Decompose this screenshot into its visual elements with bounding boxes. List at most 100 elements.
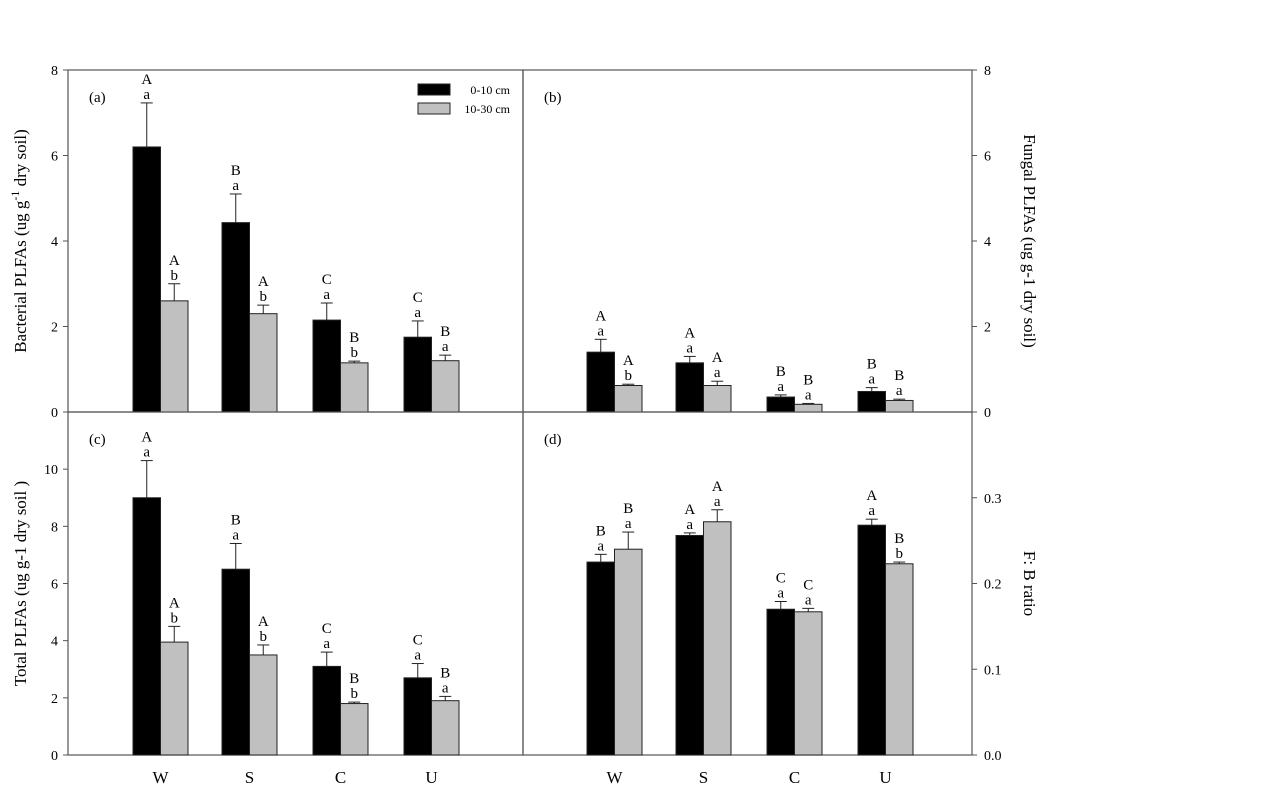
significance-lower: a bbox=[143, 87, 150, 103]
bar-W-0-10cm bbox=[132, 497, 161, 756]
bar-U-0-10cm bbox=[857, 524, 886, 756]
significance-lower: a bbox=[442, 339, 449, 355]
y-tick-label: 6 bbox=[984, 150, 991, 165]
significance-upper: B bbox=[231, 512, 241, 528]
y-tick-label: 2 bbox=[51, 692, 58, 707]
y-tick-label: 0 bbox=[51, 749, 58, 764]
significance-upper: C bbox=[803, 577, 813, 593]
bar-W-10-30cm bbox=[160, 641, 189, 756]
significance-upper: B bbox=[894, 368, 904, 384]
significance-upper: B bbox=[803, 372, 813, 388]
bar-C-10-30cm bbox=[340, 362, 369, 413]
panel-c: 0 2 4 6 8 10 (c) Total PLFAs (ug g-1 dry soil )… bbox=[11, 411, 524, 764]
bar-S-10-30cm bbox=[703, 384, 732, 413]
bar-S-0-10cm bbox=[675, 362, 704, 413]
x-tick-label: U bbox=[879, 768, 891, 787]
significance-lower: b bbox=[351, 686, 359, 702]
y-axis-label-part: dry soil) bbox=[11, 129, 30, 190]
x-tick-label: C bbox=[789, 768, 800, 787]
significance-lower: a bbox=[868, 372, 875, 388]
panel-label: (c) bbox=[89, 432, 106, 448]
bar-C-0-10cm bbox=[766, 608, 795, 756]
significance-upper: A bbox=[623, 353, 634, 369]
bar-C-10-30cm bbox=[794, 611, 823, 756]
y-tick-label: 4 bbox=[984, 235, 991, 250]
significance-upper: B bbox=[231, 163, 241, 179]
significance-lower: a bbox=[896, 383, 903, 399]
bar-C-0-10cm bbox=[312, 319, 341, 413]
bar-U-10-30cm bbox=[885, 563, 914, 756]
significance-upper: A bbox=[684, 325, 695, 341]
y-tick-label: 8 bbox=[51, 64, 58, 79]
y-axis-label: Fungal PLFAs (ug g-1 dry soil) bbox=[1020, 134, 1039, 348]
significance-lower: a bbox=[232, 178, 239, 194]
legend-label: 10-30 cm bbox=[464, 102, 510, 116]
bar-C-10-30cm bbox=[340, 703, 369, 756]
significance-upper: C bbox=[322, 272, 332, 288]
significance-upper: C bbox=[322, 621, 332, 637]
y-tick-label: 0.0 bbox=[984, 749, 1002, 764]
significance-upper: C bbox=[776, 571, 786, 587]
significance-upper: B bbox=[623, 501, 633, 517]
bar-U-10-30cm bbox=[885, 399, 914, 413]
significance-lower: a bbox=[323, 287, 330, 303]
bar-W-10-30cm bbox=[160, 300, 189, 413]
x-tick-label: C bbox=[335, 768, 346, 787]
significance-upper: A bbox=[169, 253, 180, 269]
y-axis-label-part: Fungal PLFAs (ug g-1 dry soil) bbox=[1020, 134, 1039, 348]
y-axis-label-part: Bacterial PLFAs (ug g bbox=[11, 200, 30, 353]
panel-label: (b) bbox=[544, 90, 562, 106]
significance-lower: a bbox=[777, 379, 784, 395]
bar-C-10-30cm bbox=[794, 403, 823, 413]
significance-lower: b bbox=[260, 629, 268, 645]
significance-lower: b bbox=[896, 546, 904, 562]
significance-upper: B bbox=[867, 357, 877, 373]
y-tick-label: 0.1 bbox=[984, 663, 1002, 678]
significance-upper: B bbox=[440, 324, 450, 340]
significance-upper: B bbox=[596, 523, 606, 539]
significance-upper: C bbox=[413, 290, 423, 306]
x-tick-label: W bbox=[606, 768, 623, 787]
significance-upper: B bbox=[349, 671, 359, 687]
bar-U-0-10cm bbox=[403, 677, 432, 756]
significance-lower: b bbox=[260, 289, 268, 305]
bar-W-10-30cm bbox=[614, 384, 643, 413]
panel-label: (d) bbox=[544, 432, 562, 448]
significance-lower: a bbox=[686, 517, 693, 533]
significance-lower: b bbox=[171, 268, 179, 284]
significance-upper: C bbox=[413, 633, 423, 649]
y-axis-label: Bacterial PLFAs (ug g-1 dry soil) bbox=[8, 129, 30, 353]
bar-U-0-10cm bbox=[403, 336, 432, 413]
y-tick-label: 8 bbox=[984, 64, 991, 79]
significance-upper: B bbox=[440, 665, 450, 681]
significance-lower: a bbox=[777, 586, 784, 602]
significance-upper: A bbox=[169, 595, 180, 611]
significance-lower: a bbox=[143, 445, 150, 461]
legend-swatch bbox=[417, 102, 451, 115]
panel-label: (a) bbox=[89, 90, 106, 106]
bar-S-10-30cm bbox=[249, 654, 278, 756]
y-tick-label: 10 bbox=[44, 463, 58, 478]
significance-lower: a bbox=[323, 636, 330, 652]
significance-lower: b bbox=[171, 610, 179, 626]
y-tick-label: 4 bbox=[51, 635, 58, 650]
significance-lower: a bbox=[597, 323, 604, 339]
significance-upper: A bbox=[141, 430, 152, 446]
bar-S-0-10cm bbox=[221, 568, 250, 756]
y-tick-label: 0.3 bbox=[984, 492, 1002, 507]
bar-S-0-10cm bbox=[675, 534, 704, 756]
significance-lower: a bbox=[442, 680, 449, 696]
significance-upper: A bbox=[712, 479, 723, 495]
significance-upper: B bbox=[349, 330, 359, 346]
significance-lower: a bbox=[868, 503, 875, 519]
bar-U-10-30cm bbox=[431, 700, 460, 756]
bar-U-0-10cm bbox=[857, 390, 886, 413]
significance-upper: A bbox=[141, 72, 152, 88]
y-tick-label: 4 bbox=[51, 235, 58, 250]
significance-upper: A bbox=[866, 488, 877, 504]
significance-lower: a bbox=[805, 387, 812, 403]
significance-lower: a bbox=[414, 305, 421, 321]
y-tick-label: 8 bbox=[51, 520, 58, 535]
